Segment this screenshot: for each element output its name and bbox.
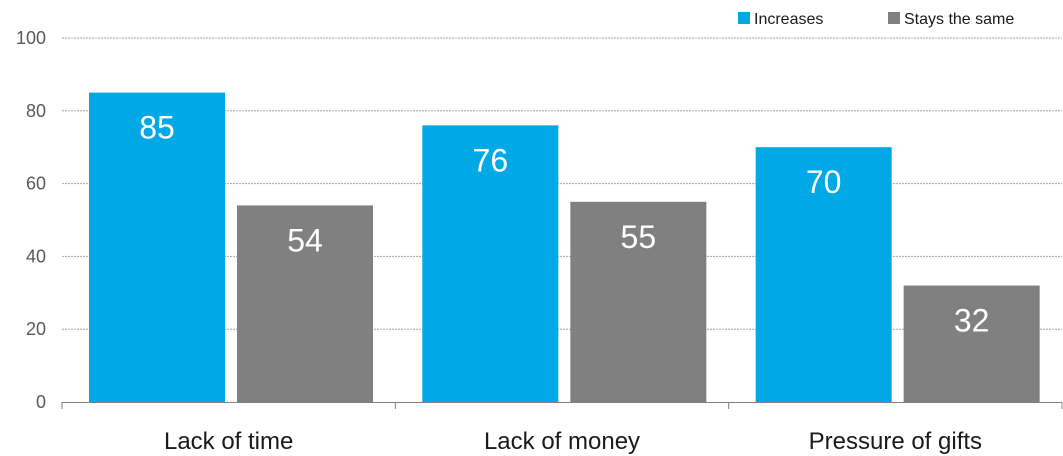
- bar: [903, 285, 1040, 402]
- bar: [89, 92, 225, 402]
- data-label: 76: [473, 142, 509, 178]
- bar: [570, 201, 707, 402]
- y-tick-label: 60: [26, 174, 46, 194]
- legend-swatch: [888, 12, 900, 24]
- data-label: 70: [806, 164, 842, 200]
- legend-label: Stays the same: [904, 11, 1014, 28]
- bar: [237, 205, 373, 402]
- bars: [89, 92, 1040, 403]
- x-category-label: Lack of time: [164, 428, 293, 455]
- x-category-label: Lack of money: [484, 428, 640, 455]
- data-label: 54: [287, 222, 323, 258]
- data-label: 85: [139, 110, 175, 146]
- bar: [422, 125, 559, 403]
- data-labels: 85 54 76 55 70 32: [139, 110, 989, 339]
- data-label: 32: [954, 303, 990, 339]
- y-tick-label: 80: [26, 101, 46, 121]
- y-tick-label: 100: [16, 28, 46, 48]
- legend: Increases Stays the same: [738, 11, 1014, 28]
- y-tick-label: 40: [26, 246, 46, 266]
- axes: 0 20 40 60 80 100 Lack of time Lack of money Pre…: [16, 28, 1063, 455]
- y-tick-label: 0: [36, 392, 46, 412]
- x-category-label: Pressure of gifts: [809, 428, 982, 455]
- gridlines: [62, 37, 1062, 330]
- data-label: 55: [621, 219, 657, 255]
- bar: [755, 147, 892, 402]
- legend-label: Increases: [754, 11, 823, 28]
- legend-swatch: [738, 12, 750, 24]
- y-tick-label: 20: [26, 319, 46, 339]
